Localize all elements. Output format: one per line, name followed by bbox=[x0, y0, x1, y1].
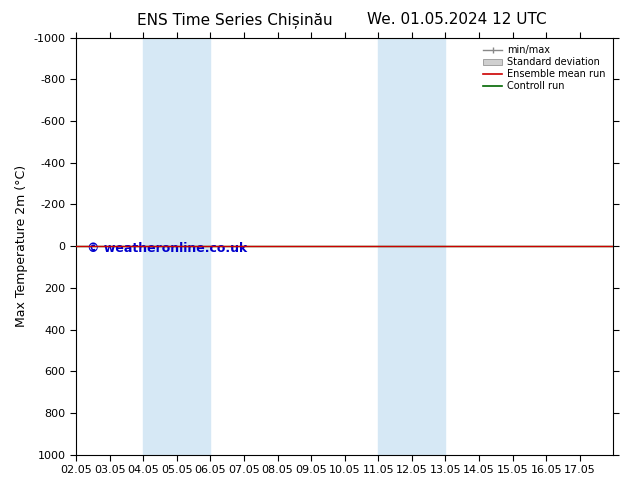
Y-axis label: Max Temperature 2m (°C): Max Temperature 2m (°C) bbox=[15, 165, 28, 327]
Text: © weatheronline.co.uk: © weatheronline.co.uk bbox=[87, 242, 247, 255]
Legend: min/max, Standard deviation, Ensemble mean run, Controll run: min/max, Standard deviation, Ensemble me… bbox=[480, 43, 609, 94]
Text: ENS Time Series Chișinău: ENS Time Series Chișinău bbox=[137, 12, 332, 28]
Text: We. 01.05.2024 12 UTC: We. 01.05.2024 12 UTC bbox=[366, 12, 547, 27]
Bar bbox=[143, 38, 210, 455]
Bar bbox=[378, 38, 446, 455]
